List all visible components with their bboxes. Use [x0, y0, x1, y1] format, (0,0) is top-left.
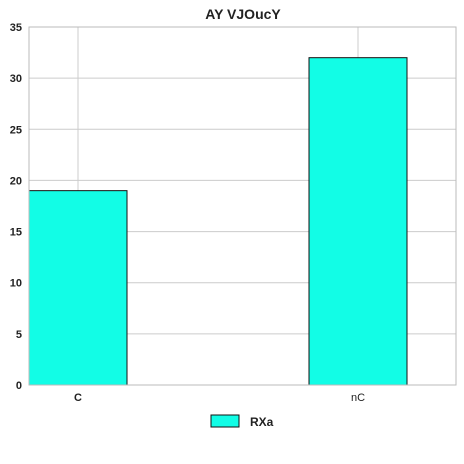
bars: [28, 57, 408, 386]
legend: RXa: [210, 414, 274, 429]
chart-title: AY VJOucY: [205, 6, 281, 22]
y-tick-label: 25: [10, 124, 22, 136]
y-tick-label: 15: [10, 227, 22, 239]
legend-label: RXa: [250, 415, 274, 429]
bar-C: [28, 190, 128, 386]
legend-swatch: [210, 414, 240, 428]
y-tick-label: 35: [10, 22, 22, 34]
x-tick-label: C: [74, 392, 82, 404]
bar-nC: [308, 57, 408, 386]
y-axis-ticks: 0 5 10 15 20 25 30 35: [10, 22, 22, 392]
y-tick-label: 20: [10, 175, 22, 187]
y-tick-label: 10: [10, 278, 22, 290]
y-tick-label: 0: [16, 380, 22, 392]
plot-frame: [28, 26, 457, 386]
y-tick-label: 30: [10, 73, 22, 85]
y-tick-label: 5: [16, 329, 22, 341]
x-tick-label: nC: [351, 392, 365, 404]
